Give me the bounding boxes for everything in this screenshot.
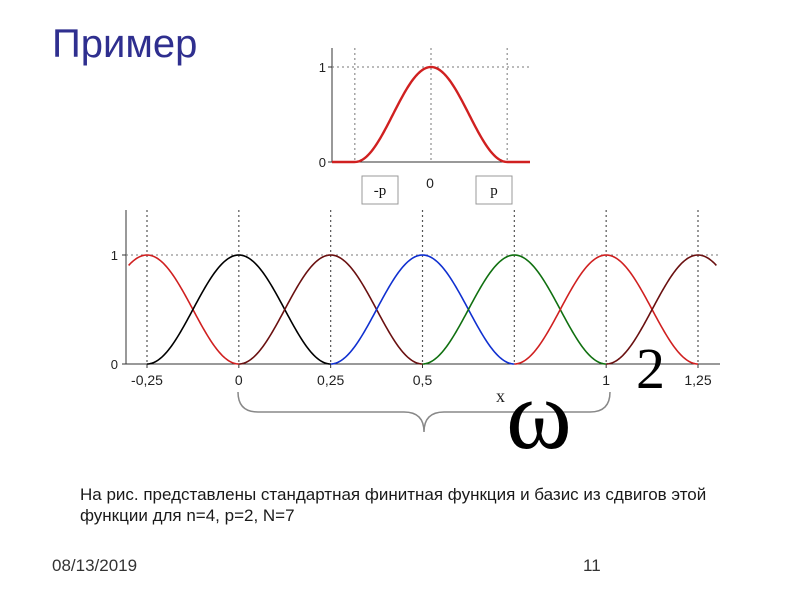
basis-series-6 (606, 254, 717, 365)
formula-partial-x: x (496, 386, 505, 406)
basis-series-4 (422, 254, 607, 365)
formula-omega: ω (506, 359, 572, 470)
basis-shifts-chart: 0 1 -0,25 0 0,25 0,5 1 1,25 (111, 210, 720, 388)
bottom-x-tick-label: 1,25 (684, 372, 711, 388)
basis-series-5 (514, 254, 699, 365)
formula-exponent: 2 (636, 336, 665, 401)
page-number: 11 (583, 556, 601, 575)
bottom-x-tick-label: 1 (602, 372, 610, 388)
bottom-y-tick-label: 0 (111, 357, 118, 372)
top-y-tick-label: 0 (319, 155, 326, 170)
finite-function-chart: 01 (319, 48, 530, 170)
basis-series-2 (238, 254, 423, 365)
bottom-x-tick-label: 0 (235, 372, 243, 388)
minus-p-label-box (361, 175, 399, 205)
bottom-x-tick-label: 0,25 (317, 372, 344, 388)
slide-title: Пример (52, 22, 198, 66)
top-x-tick-zero: 0 (426, 175, 434, 191)
bottom-x-tick-label: -0,25 (131, 372, 163, 388)
bullet-text: На рис. представлены стандартная финитна… (80, 485, 707, 525)
bottom-x-tick-label: 0,5 (413, 372, 433, 388)
curly-brace (237, 391, 611, 433)
basis-series-0 (128, 254, 239, 365)
top-y-tick-label: 1 (319, 60, 326, 75)
bottom-y-tick-label: 1 (111, 248, 118, 263)
p-label: p (490, 183, 498, 199)
footer-date: 08/13/2019 (52, 556, 138, 575)
basis-series-3 (330, 254, 515, 365)
minus-p-label: -p (374, 183, 387, 199)
basis-series-1 (146, 254, 331, 365)
p-label-box (475, 175, 513, 205)
top-series-0 (332, 65, 530, 164)
